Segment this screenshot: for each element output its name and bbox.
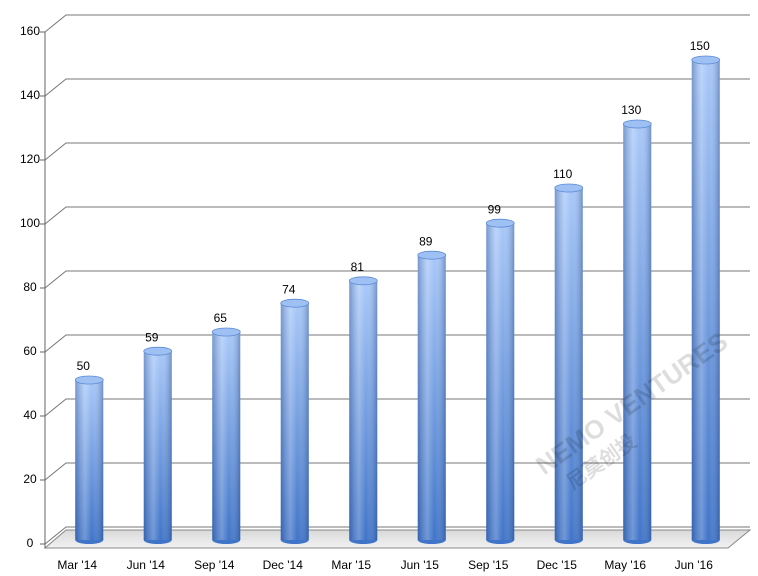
- bar-top: [280, 298, 310, 308]
- bars: [74, 55, 721, 544]
- bar-top: [622, 119, 652, 129]
- bar-top: [485, 218, 515, 228]
- y-tick-label: 20: [23, 472, 37, 486]
- y-tick-label: 100: [20, 216, 40, 230]
- value-label: 150: [690, 39, 710, 53]
- bar-top: [417, 250, 447, 260]
- grid-line: [44, 526, 750, 545]
- value-label: 99: [488, 202, 502, 216]
- y-tick-label: 40: [23, 408, 37, 422]
- y-tick-label: 140: [20, 88, 40, 102]
- value-label: 59: [145, 330, 159, 344]
- bar-shade: [349, 280, 378, 540]
- grid-line: [44, 78, 750, 97]
- grid-line: [44, 14, 750, 33]
- x-tick-label: Mar '14: [57, 558, 97, 572]
- x-tick-label: Dec '15: [537, 558, 578, 572]
- bar-shade: [417, 255, 446, 540]
- bar-shade: [75, 380, 104, 540]
- value-label: 110: [553, 167, 572, 181]
- grid-line: [44, 398, 750, 417]
- x-tick-label: Jun '16: [675, 558, 714, 572]
- bar-shade: [691, 60, 720, 540]
- x-tick-label: Jun '14: [127, 558, 166, 572]
- bar-top: [143, 346, 173, 356]
- grid-line: [44, 206, 750, 225]
- grid-line: [44, 270, 750, 289]
- y-tick-label: 0: [27, 536, 34, 550]
- value-label: 74: [282, 282, 296, 296]
- x-tick-label: Dec '14: [263, 558, 304, 572]
- bar-shade: [486, 223, 515, 540]
- grid-line: [44, 334, 750, 353]
- bar-shade: [212, 332, 241, 540]
- x-tick-label: Sep '15: [468, 558, 509, 572]
- value-label: 81: [351, 260, 365, 274]
- plot-area: [40, 14, 750, 545]
- bar-shade: [623, 124, 652, 540]
- value-label: 130: [621, 103, 641, 117]
- y-tick-label: 80: [23, 280, 37, 294]
- bar-shade: [554, 188, 583, 540]
- bar-top: [348, 276, 378, 286]
- y-tick-label: 120: [20, 152, 40, 166]
- grid-line: [44, 142, 750, 161]
- x-tick-label: Mar '15: [331, 558, 371, 572]
- x-tick-label: Jun '15: [401, 558, 440, 572]
- value-label: 50: [77, 359, 91, 373]
- bar-shade: [143, 351, 172, 540]
- bar-shade: [280, 303, 309, 540]
- bar-top: [211, 327, 241, 337]
- bar-top: [554, 183, 584, 193]
- bar-top: [74, 375, 104, 385]
- x-tick-label: May '16: [604, 558, 646, 572]
- value-label: 89: [419, 234, 433, 248]
- y-tick-label: 60: [23, 344, 37, 358]
- value-label: 65: [214, 311, 228, 325]
- grid-line: [44, 462, 750, 481]
- y-tick-label: 160: [20, 24, 40, 38]
- x-tick-label: Sep '14: [194, 558, 235, 572]
- bar-top: [691, 55, 721, 65]
